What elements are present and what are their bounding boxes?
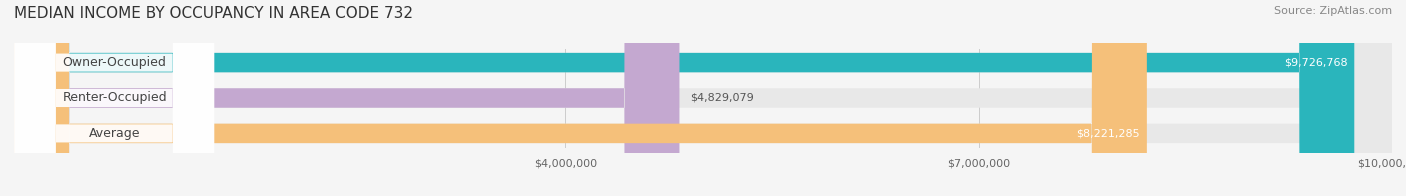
FancyBboxPatch shape (14, 0, 214, 196)
Text: $9,726,768: $9,726,768 (1284, 58, 1347, 68)
FancyBboxPatch shape (14, 0, 214, 196)
FancyBboxPatch shape (14, 0, 214, 196)
Text: $8,221,285: $8,221,285 (1077, 128, 1140, 138)
Text: Owner-Occupied: Owner-Occupied (63, 56, 166, 69)
Text: $4,829,079: $4,829,079 (690, 93, 754, 103)
Text: Renter-Occupied: Renter-Occupied (62, 92, 167, 104)
Text: Average: Average (89, 127, 141, 140)
Text: MEDIAN INCOME BY OCCUPANCY IN AREA CODE 732: MEDIAN INCOME BY OCCUPANCY IN AREA CODE … (14, 6, 413, 21)
FancyBboxPatch shape (14, 0, 1392, 196)
FancyBboxPatch shape (14, 0, 1392, 196)
FancyBboxPatch shape (14, 0, 1354, 196)
FancyBboxPatch shape (14, 0, 1147, 196)
Text: Source: ZipAtlas.com: Source: ZipAtlas.com (1274, 6, 1392, 16)
FancyBboxPatch shape (14, 0, 1392, 196)
FancyBboxPatch shape (14, 0, 679, 196)
